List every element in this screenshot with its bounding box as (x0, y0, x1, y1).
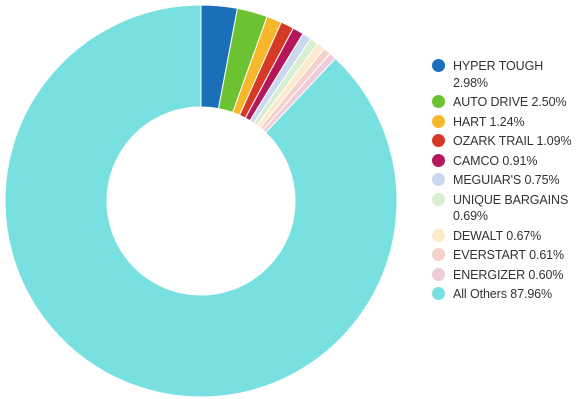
legend-swatch-icon (432, 192, 445, 206)
legend-label: EVERSTART 0.61% (453, 248, 565, 262)
legend-swatch-icon (432, 228, 445, 242)
legend-item[interactable]: HYPER TOUGH 2.98% (432, 58, 576, 91)
legend-swatch-icon (432, 114, 445, 128)
legend-item[interactable]: MEGUIAR'S 0.75% (432, 172, 576, 189)
legend-label: CAMCO 0.91% (453, 153, 538, 168)
legend-swatch-icon (432, 173, 445, 186)
legend-item[interactable]: CAMCO 0.91% (432, 153, 576, 170)
legend-swatch-icon (432, 287, 445, 300)
legend-swatch-icon (432, 248, 445, 261)
legend-label: MEGUIAR'S 0.75% (453, 173, 560, 187)
legend-swatch-icon (432, 95, 445, 108)
legend-item[interactable]: AUTO DRIVE 2.50% (432, 94, 576, 111)
legend-label: HART 1.24% (453, 114, 525, 129)
legend-label: AUTO DRIVE 2.50% (453, 95, 567, 109)
legend-swatch-icon (432, 134, 445, 147)
legend-swatch-icon (432, 59, 445, 72)
donut-slices (4, 4, 398, 398)
legend-item[interactable]: EVERSTART 0.61% (432, 247, 576, 264)
legend-item[interactable]: ENERGIZER 0.60% (432, 267, 576, 284)
legend-label: UNIQUE BARGAINS 0.69% (453, 192, 569, 224)
legend-label: All Others 87.96% (453, 287, 553, 301)
donut-chart (4, 4, 398, 398)
slice-all-others[interactable] (4, 4, 398, 398)
legend-label: DEWALT 0.67% (453, 228, 542, 243)
legend-label: OZARK TRAIL 1.09% (453, 134, 572, 148)
legend-item[interactable]: OZARK TRAIL 1.09% (432, 133, 576, 150)
legend-item[interactable]: HART 1.24% (432, 114, 576, 131)
legend-swatch-icon (432, 267, 445, 281)
chart-legend: HYPER TOUGH 2.98% AUTO DRIVE 2.50% HART 1.… (432, 58, 576, 306)
legend-label: ENERGIZER 0.60% (453, 267, 564, 282)
legend-label: HYPER TOUGH 2.98% (453, 59, 544, 90)
legend-item[interactable]: All Others 87.96% (432, 286, 576, 303)
legend-swatch-icon (432, 153, 445, 167)
legend-item[interactable]: DEWALT 0.67% (432, 228, 576, 245)
legend-item[interactable]: UNIQUE BARGAINS 0.69% (432, 192, 576, 225)
